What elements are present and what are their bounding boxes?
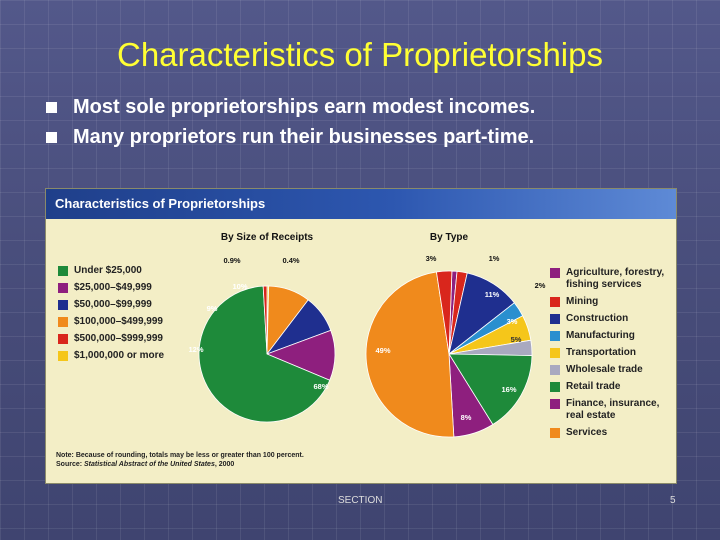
pie-charts: By Size of Receipts By Type 0.9% 0.4% 10% 9… <box>188 232 546 438</box>
legend-swatch <box>58 334 68 344</box>
legend-label: Finance, insurance, real estate <box>566 398 660 421</box>
note-source-suffix: , 2000 <box>214 461 235 468</box>
data-label: 68% <box>313 382 328 391</box>
legend-item: Wholesale trade <box>550 364 676 376</box>
bullet-square-icon <box>46 131 57 143</box>
legend-swatch <box>550 348 560 358</box>
legend-swatch <box>550 331 560 341</box>
legend-label: $50,000–$99,999 <box>74 299 152 310</box>
data-label: 5% <box>511 335 522 344</box>
pie-slice <box>262 285 268 355</box>
data-label: 3% <box>507 317 518 326</box>
legend-label: Agriculture, forestry, fishing services <box>566 267 665 290</box>
legend-item: Transportation <box>550 347 676 359</box>
legend-label: Services <box>566 427 608 438</box>
bullet-item: Most sole proprietorships earn modest in… <box>46 92 535 122</box>
figure-title: Characteristics of Proprietorships <box>55 196 266 211</box>
data-label: 10% <box>232 282 247 291</box>
bullet-text: Most sole proprietorships earn modest in… <box>73 96 536 118</box>
data-label: 49% <box>375 346 390 355</box>
legend-item: Services <box>550 427 676 439</box>
legend-label: Construction <box>566 313 629 324</box>
data-label: 0.4% <box>282 256 299 265</box>
note-source-prefix: Source: <box>56 461 85 468</box>
pie-slice <box>365 271 455 438</box>
legend-label: $100,000–$499,999 <box>74 316 163 327</box>
legend-swatch <box>550 382 560 392</box>
data-label: 0.9% <box>223 256 240 265</box>
data-label: 9% <box>207 304 218 313</box>
legend-label: Manufacturing <box>566 330 635 341</box>
legend-label: Mining <box>566 296 599 307</box>
legend-swatch <box>58 300 68 310</box>
legend-item: Agriculture, forestry, fishing services <box>550 267 676 291</box>
legend-swatch <box>550 365 560 375</box>
legend-item: $100,000–$499,999 <box>58 316 188 328</box>
data-label: 1% <box>489 254 500 263</box>
note-source: Source: Statistical Abstract of the Unit… <box>56 460 304 469</box>
pie-by-type <box>365 270 533 438</box>
legend-item: Mining <box>550 296 676 308</box>
bullet-item: Many proprietors run their businesses pa… <box>46 122 535 152</box>
data-label: 16% <box>501 385 516 394</box>
legend-item: $50,000–$99,999 <box>58 299 188 311</box>
legend-swatch <box>550 314 560 324</box>
page-number: 5 <box>670 495 676 506</box>
legend-item: $500,000–$999,999 <box>58 333 188 345</box>
legend-swatch <box>550 268 560 278</box>
slide-title: Characteristics of Proprietorships <box>116 36 603 73</box>
pie-size-of-receipts <box>198 285 336 423</box>
legend-label: Wholesale trade <box>566 364 643 375</box>
footer-section: SECTION <box>338 495 383 506</box>
legend-swatch <box>550 428 560 438</box>
data-label: 8% <box>461 413 472 422</box>
chart-title-by-type: By Type <box>430 232 469 243</box>
legend-label: Retail trade <box>566 381 621 392</box>
legend-item: $1,000,000 or more <box>58 350 188 362</box>
pie-slice <box>198 285 331 423</box>
chart-title-size-of-receipts: By Size of Receipts <box>221 232 314 243</box>
legend-label: $500,000–$999,999 <box>74 333 163 344</box>
pie-slice <box>448 353 533 426</box>
legend-swatch <box>550 399 560 409</box>
legend-label: Under $25,000 <box>74 265 142 276</box>
data-label: 11% <box>485 290 500 299</box>
bullet-list: Most sole proprietorships earn modest in… <box>46 92 535 152</box>
legend-item: Construction <box>550 313 676 325</box>
note-source-title: Statistical Abstract of the United State… <box>84 461 215 468</box>
legend-label: $25,000–$49,999 <box>74 282 152 293</box>
legend-swatch <box>58 266 68 276</box>
bullet-square-icon <box>46 101 57 113</box>
legend-swatch <box>550 297 560 307</box>
figure-header: Characteristics of Proprietorships <box>46 189 676 219</box>
pie-slice <box>435 270 453 355</box>
figure-note: Note: Because of rounding, totals may be… <box>56 451 304 469</box>
data-label: 12% <box>188 345 203 354</box>
data-label: 3% <box>426 254 437 263</box>
legend-label: $1,000,000 or more <box>74 350 165 361</box>
legend-item: Retail trade <box>550 381 676 393</box>
note-rounding: Note: Because of rounding, totals may be… <box>56 452 304 459</box>
data-label: 2% <box>535 281 546 290</box>
legend-swatch <box>58 283 68 293</box>
legend-item: $25,000–$49,999 <box>58 282 188 294</box>
bullet-text: Many proprietors run their businesses pa… <box>73 126 535 148</box>
legend-item: Finance, insurance, real estate <box>550 398 676 422</box>
legend-by-type: Agriculture, forestry, fishing services M… <box>550 267 676 444</box>
legend-swatch <box>58 317 68 327</box>
legend-label: Transportation <box>566 347 637 358</box>
pie-labels: 0.9% 0.4% 10% 9% 12% 68% 3% 1% 2% 11% 3% 5% 49% 16% 8% <box>188 254 545 422</box>
legend-item: Manufacturing <box>550 330 676 342</box>
legend-size-of-receipts: Under $25,000 $25,000–$49,999 $50,000–$99,… <box>58 265 188 367</box>
legend-item: Under $25,000 <box>58 265 188 277</box>
figure-panel: Characteristics of Proprietorships Under… <box>45 188 677 484</box>
legend-swatch <box>58 351 68 361</box>
